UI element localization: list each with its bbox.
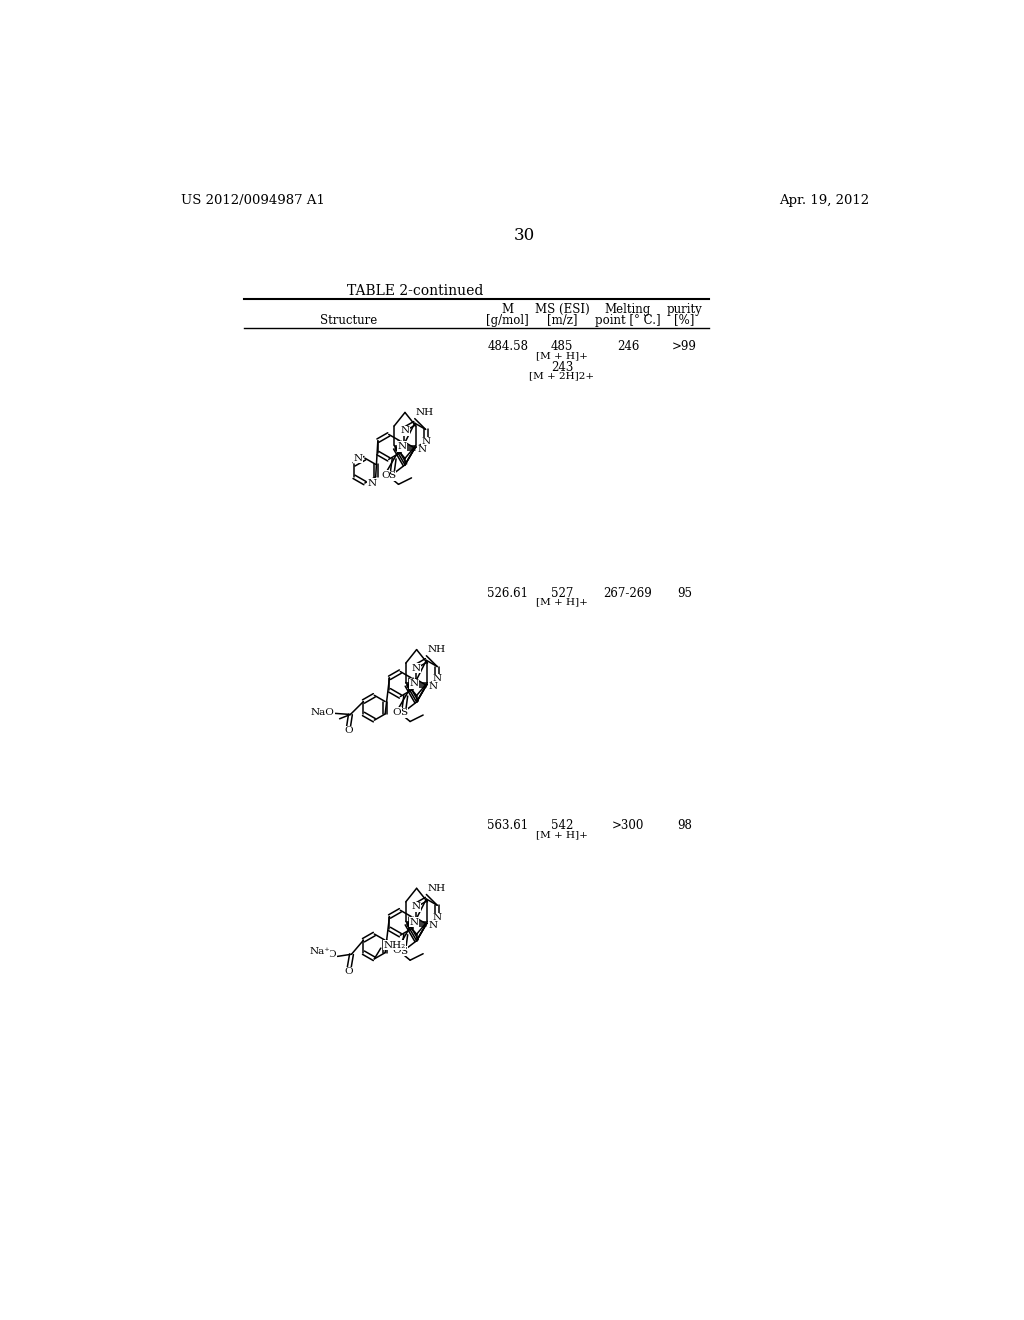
Text: NaO: NaO	[310, 708, 334, 717]
Text: >300: >300	[611, 818, 644, 832]
Text: 542: 542	[551, 818, 573, 832]
Text: 95: 95	[677, 586, 692, 599]
Text: Melting: Melting	[605, 302, 651, 315]
Text: 526.61: 526.61	[487, 586, 528, 599]
Text: N: N	[417, 445, 426, 454]
Text: S: S	[400, 709, 408, 717]
Text: N: N	[421, 437, 430, 446]
Text: [M + H]+: [M + H]+	[536, 597, 588, 606]
Text: [M + H]+: [M + H]+	[536, 830, 588, 838]
Text: ·: ·	[332, 949, 336, 964]
Text: O: O	[381, 471, 390, 479]
Text: M: M	[502, 302, 514, 315]
Text: [m/z]: [m/z]	[547, 314, 578, 326]
Text: 527: 527	[551, 586, 573, 599]
Text: S: S	[388, 471, 395, 480]
Text: 98: 98	[677, 818, 692, 832]
Text: [g/mol]: [g/mol]	[486, 314, 529, 326]
Text: US 2012/0094987 A1: US 2012/0094987 A1	[180, 194, 325, 207]
Text: point [° C.]: point [° C.]	[595, 314, 660, 326]
Text: NH₂: NH₂	[383, 941, 406, 949]
Text: 563.61: 563.61	[487, 818, 528, 832]
Text: [%]: [%]	[674, 314, 694, 326]
Text: >99: >99	[672, 341, 697, 354]
Text: N: N	[397, 442, 407, 451]
Text: purity: purity	[667, 302, 702, 315]
Text: Structure: Structure	[321, 314, 378, 326]
Text: N: N	[412, 903, 421, 911]
Text: 243: 243	[551, 360, 573, 374]
Text: N: N	[433, 675, 441, 684]
Text: 484.58: 484.58	[487, 341, 528, 354]
Text: N: N	[353, 454, 362, 462]
Text: N: N	[429, 921, 438, 931]
Text: MS (ESI): MS (ESI)	[535, 302, 590, 315]
Text: 246: 246	[616, 341, 639, 354]
Text: N: N	[433, 913, 441, 923]
Text: 267-269: 267-269	[603, 586, 652, 599]
Text: TABLE 2-continued: TABLE 2-continued	[346, 284, 483, 298]
Text: [M + 2H]2+: [M + 2H]2+	[529, 372, 595, 380]
Text: N: N	[429, 682, 438, 692]
Text: N: N	[410, 917, 418, 927]
Text: NH: NH	[416, 408, 434, 417]
Text: 30: 30	[514, 227, 536, 244]
Text: NH: NH	[427, 884, 445, 892]
Text: N: N	[410, 680, 418, 688]
Text: O: O	[328, 950, 336, 958]
Text: [M + H]+: [M + H]+	[536, 351, 588, 360]
Text: 485: 485	[551, 341, 573, 354]
Text: S: S	[400, 946, 408, 956]
Text: N: N	[400, 426, 410, 436]
Text: O: O	[345, 968, 353, 977]
Text: Na⁺: Na⁺	[309, 946, 330, 956]
Text: NH: NH	[427, 645, 445, 655]
Text: O: O	[393, 946, 401, 956]
Text: O: O	[393, 708, 401, 717]
Text: Apr. 19, 2012: Apr. 19, 2012	[779, 194, 869, 207]
Text: N: N	[412, 664, 421, 673]
Text: N: N	[368, 479, 376, 487]
Text: O: O	[344, 726, 352, 735]
